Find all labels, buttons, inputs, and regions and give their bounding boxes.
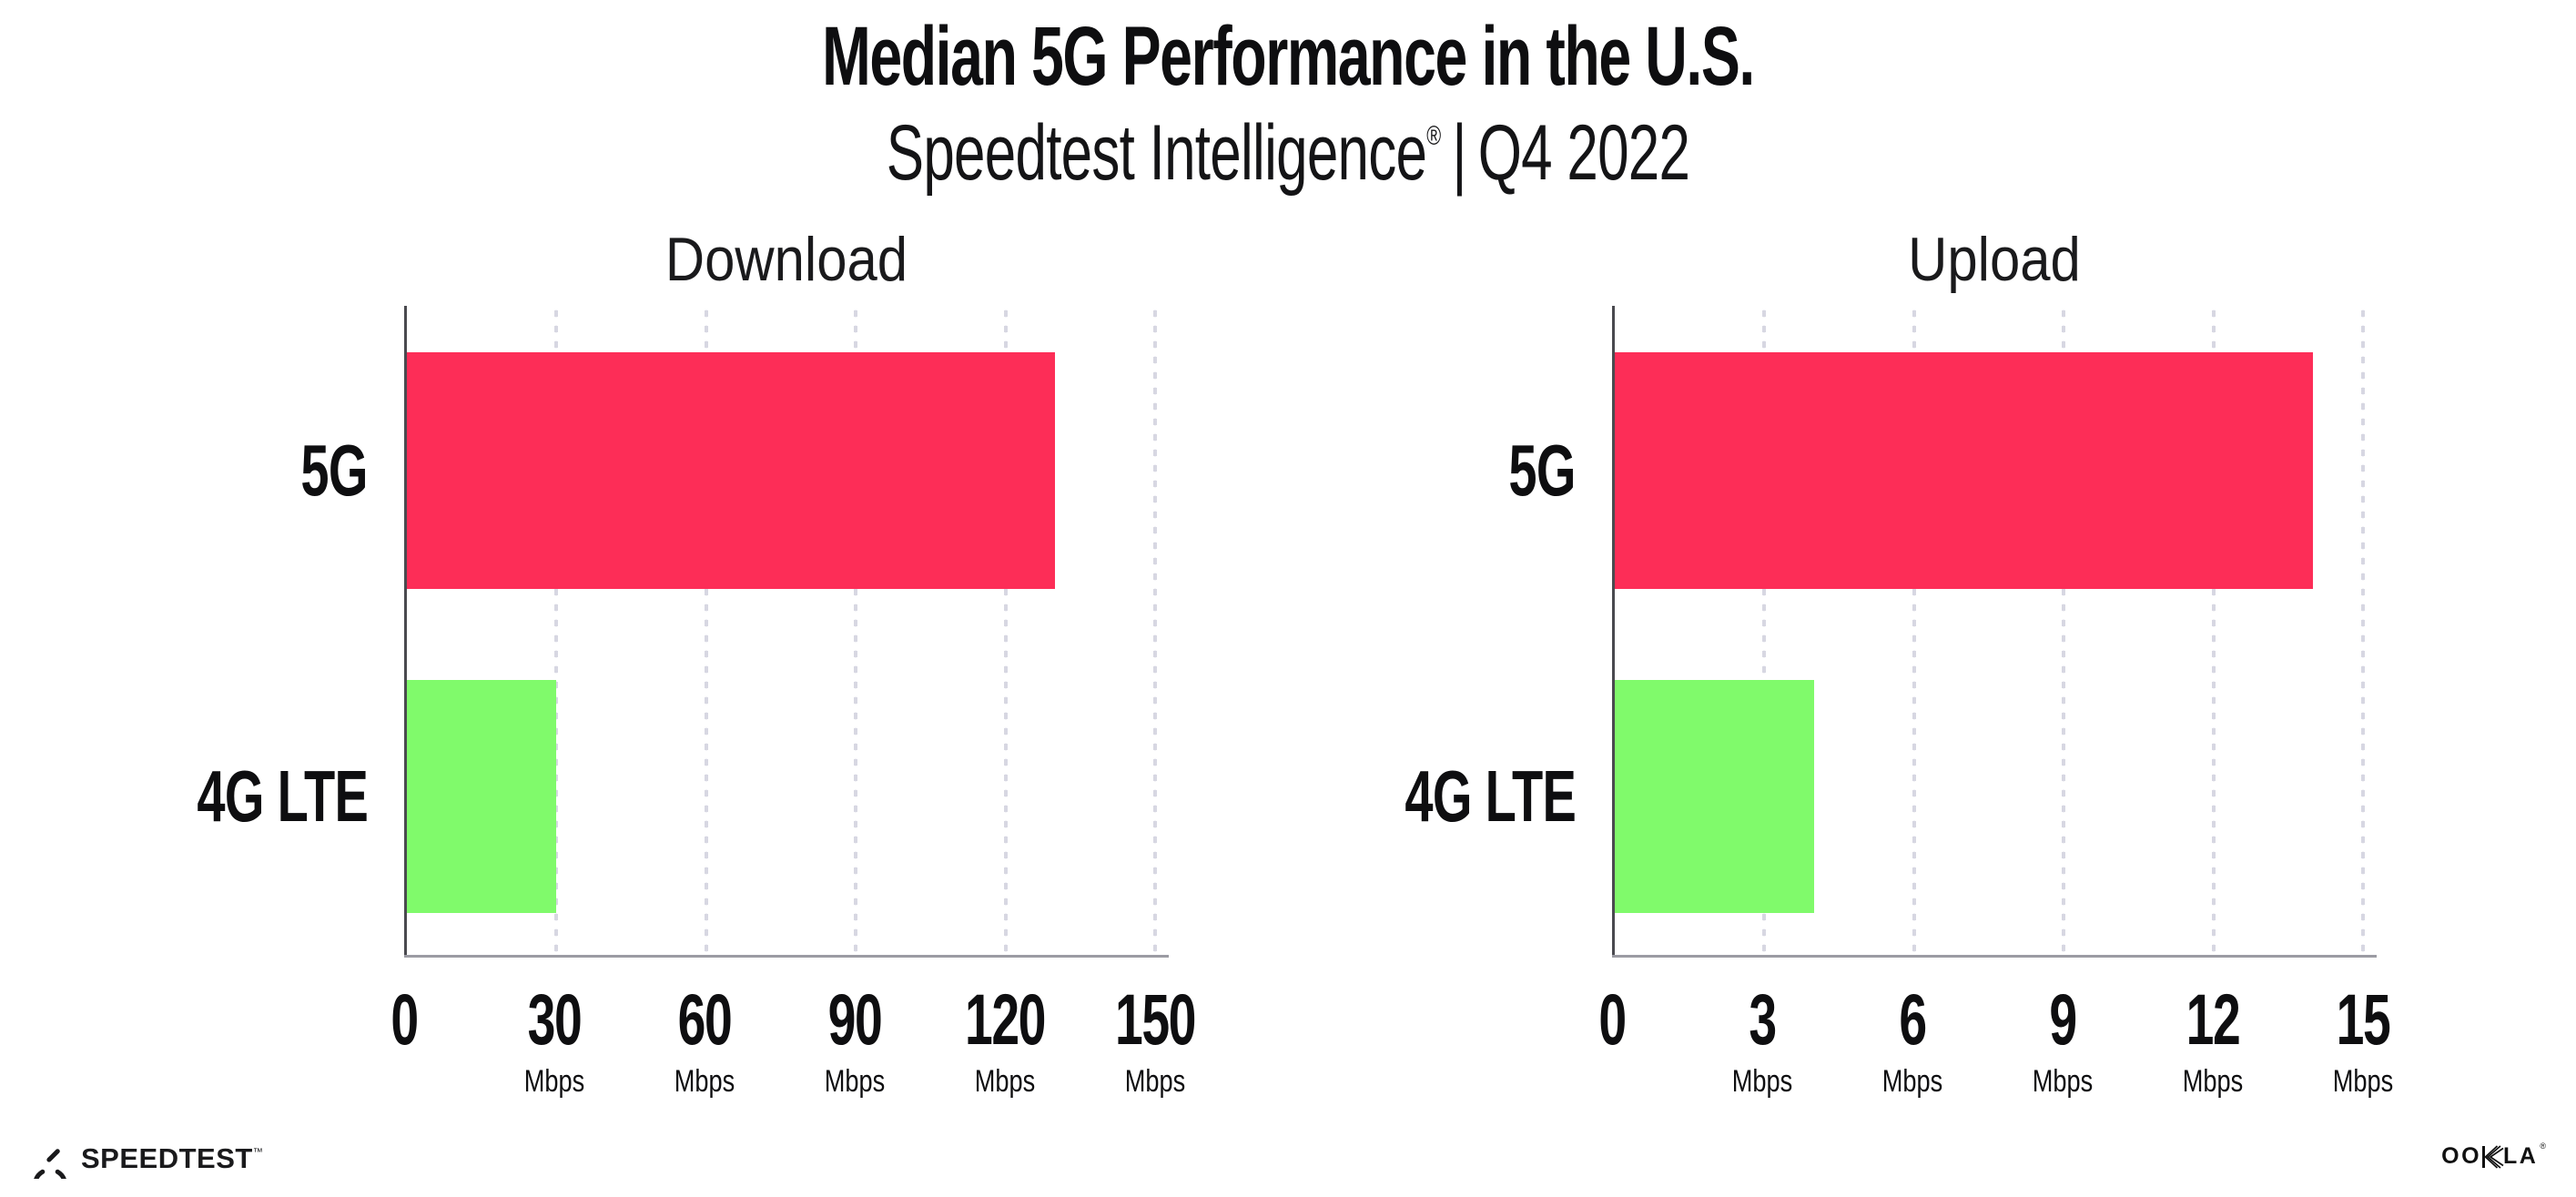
gridline [704, 306, 708, 956]
x-tick-value: 90 [827, 979, 883, 1060]
plot-area-download [404, 306, 1169, 958]
x-tick-0: 0 [385, 983, 423, 1055]
gridline [2211, 306, 2216, 956]
x-tick-unit: Mbps [523, 1064, 585, 1099]
x-tick-0: 0 [1593, 983, 1631, 1055]
registered-trademark-icon: ® [2540, 1141, 2546, 1151]
gridline [2062, 306, 2066, 956]
x-tick-unit: Mbps [1731, 1064, 1793, 1099]
gridline [2360, 306, 2365, 956]
x-tick-120: 120 Mbps [948, 983, 1062, 1097]
charts-row: Download 5G 4G LTE 0 30 Mbps 60 Mbps 90 Mbps 120… [131, 224, 2393, 1111]
category-label-5g: 5G [1508, 429, 1577, 511]
bar-4g-lte [1615, 679, 1815, 914]
x-tick-12: 12 Mbps [2175, 983, 2251, 1097]
figure-header: Median 5G Performance in the U.S. Speedt… [0, 0, 2576, 198]
ookla-wordmark: OO LA [2441, 1143, 2539, 1169]
trademark-icon: ™ [252, 1147, 263, 1158]
x-tick-value: 150 [1114, 979, 1196, 1060]
x-tick-value: 3 [1749, 979, 1777, 1060]
x-tick-unit: Mbps [824, 1064, 886, 1099]
x-tick-value: 6 [1899, 979, 1927, 1060]
category-label-4g-lte: 4G LTE [1405, 756, 1576, 837]
x-tick-150: 150 Mbps [1098, 983, 1212, 1097]
subtitle-product: Speedtest Intelligence [886, 109, 1427, 197]
x-tick-unit: Mbps [2032, 1064, 2094, 1099]
gridline [1912, 306, 1916, 956]
category-label-5g: 5G [300, 429, 369, 511]
x-tick-value: 0 [390, 979, 419, 1060]
x-tick-90: 90 Mbps [816, 983, 893, 1097]
ookla-k-icon [2482, 1144, 2504, 1169]
x-tick-30: 30 Mbps [516, 983, 593, 1097]
gridline [1762, 306, 1767, 956]
chart-upload: Upload 5G 4G LTE 0 3 Mbps 6 Mbps 9 Mbps 12 Mbps 15… [1339, 224, 2393, 1111]
chart-download: Download 5G 4G LTE 0 30 Mbps 60 Mbps 90 Mbps 120… [131, 224, 1196, 1111]
figure-title: Median 5G Performance in the U.S. [822, 10, 1755, 103]
bar-5g [1615, 352, 2314, 589]
chart-title-upload: Upload [1908, 225, 2081, 294]
x-tick-unit: Mbps [2332, 1064, 2394, 1099]
x-tick-unit: Mbps [974, 1064, 1036, 1099]
y-axis-category-labels: 5G 4G LTE [131, 306, 404, 956]
subtitle-period: Q4 2022 [1477, 109, 1690, 197]
x-tick-value: 12 [2186, 979, 2241, 1060]
speedtest-logo: SPEEDTEST™ [30, 1139, 263, 1179]
x-tick-unit: Mbps [1881, 1064, 1943, 1099]
gridline [854, 306, 858, 956]
ookla-logo: OO LA ® [2441, 1141, 2546, 1170]
gridline [1152, 306, 1157, 956]
y-axis-category-labels: 5G 4G LTE [1339, 306, 1612, 956]
registered-trademark-icon: ® [1426, 121, 1441, 151]
figure-subtitle: Speedtest Intelligence® | Q4 2022 [360, 108, 2216, 198]
x-tick-15: 15 Mbps [2325, 983, 2401, 1097]
x-tick-value: 15 [2336, 979, 2391, 1060]
x-tick-value: 120 [964, 979, 1046, 1060]
gridline [1003, 306, 1008, 956]
x-axis-ticks-download: 0 30 Mbps 60 Mbps 90 Mbps 120 Mbps 150 Mbps [390, 956, 1196, 1111]
x-tick-9: 9 Mbps [2024, 983, 2100, 1097]
x-tick-unit: Mbps [674, 1064, 735, 1099]
x-tick-value: 30 [527, 979, 583, 1060]
speedtest-gauge-icon [34, 1149, 66, 1179]
chart-title-download: Download [664, 225, 908, 294]
x-tick-6: 6 Mbps [1874, 983, 1950, 1097]
bar-4g-lte [407, 679, 557, 914]
bar-5g [407, 352, 1056, 589]
x-tick-unit: Mbps [1124, 1064, 1186, 1099]
x-tick-value: 60 [677, 979, 733, 1060]
x-tick-60: 60 Mbps [666, 983, 743, 1097]
x-tick-value: 9 [2049, 979, 2077, 1060]
x-tick-3: 3 Mbps [1724, 983, 1800, 1097]
category-label-4g-lte: 4G LTE [197, 756, 368, 837]
x-tick-unit: Mbps [2182, 1064, 2244, 1099]
speedtest-wordmark: SPEEDTEST [81, 1142, 253, 1174]
x-axis-ticks-upload: 0 3 Mbps 6 Mbps 9 Mbps 12 Mbps 15 Mbps [1598, 956, 2393, 1111]
gridline [554, 306, 559, 956]
x-tick-value: 0 [1598, 979, 1627, 1060]
plot-area-upload [1612, 306, 2377, 958]
subtitle-separator: | [1452, 109, 1466, 197]
